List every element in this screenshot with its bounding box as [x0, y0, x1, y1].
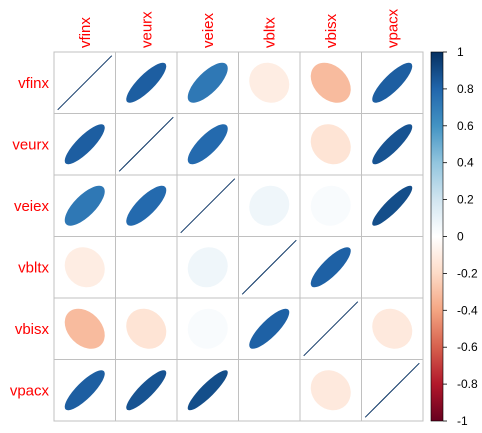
diagonal-line-veurx	[118, 116, 174, 172]
row-label-veiex: veiex	[14, 198, 50, 215]
colorbar-tick-label: -0.6	[457, 340, 478, 354]
ellipse-vbisx-veiex	[187, 308, 228, 349]
row-label-vbisx: vbisx	[15, 321, 50, 338]
colorbar-ticks: 1 0.8 0.6 0.4 0.2 0 -0.2 -0.4 -0.6 -0.8 -1	[443, 45, 478, 428]
row-label-veurx: veurx	[12, 136, 49, 153]
row-labels: vfinx veurx veiex vbltx vbisx vpacx	[10, 75, 50, 400]
cell-vpacx-vbisx	[299, 359, 362, 422]
ellipse-vbltx-vbisx	[310, 247, 351, 288]
correlation-matrix	[53, 51, 424, 422]
diagonal-line-vbisx	[303, 301, 359, 357]
ellipse-veiex-veurx	[126, 185, 167, 226]
ellipse-vpacx-veiex	[187, 370, 228, 411]
ellipse-vbisx-veurx	[126, 308, 167, 349]
colorbar-tick-label: 1	[457, 45, 464, 59]
ellipse-vfinx-veurx	[126, 62, 167, 103]
ellipse-vpacx-vbisx	[310, 370, 351, 411]
ellipse-veiex-vbltx	[249, 185, 290, 226]
diagonal-line-veiex	[180, 178, 236, 234]
ellipse-vfinx-veiex	[187, 62, 228, 103]
ellipse-veiex-vpacx	[372, 185, 413, 226]
ellipse-vbisx-vpacx	[372, 308, 413, 349]
column-label-vbltx: vbltx	[261, 17, 278, 48]
ellipse-vfinx-vpacx	[372, 62, 413, 103]
colorbar-tick-label: -1	[457, 414, 468, 428]
colorbar-tick-label: 0.8	[457, 82, 474, 96]
column-label-veiex: veiex	[200, 12, 217, 48]
column-label-vpacx: vpacx	[384, 8, 401, 48]
colorbar-gradient	[430, 51, 444, 422]
colorbar-tick-label: -0.2	[457, 266, 478, 280]
diagonal-line-vfinx	[57, 55, 113, 111]
ellipse-vbltx-vpacx	[372, 247, 413, 288]
ellipse-vfinx-vbisx	[310, 62, 351, 103]
ellipse-veurx-vbisx	[310, 124, 351, 165]
diagonal-line-vbltx	[241, 239, 297, 295]
colorbar: 1 0.8 0.6 0.4 0.2 0 -0.2 -0.4 -0.6 -0.8 -1	[430, 45, 478, 428]
colorbar-tick-label: 0.2	[457, 193, 474, 207]
row-label-vpacx: vpacx	[10, 382, 50, 399]
ellipse-vpacx-vfinx	[64, 370, 105, 411]
column-label-veurx: veurx	[138, 11, 155, 48]
ellipse-veurx-vbltx	[249, 124, 290, 165]
ellipse-vbisx-vbltx	[249, 308, 290, 349]
diagonal-line-vpacx	[364, 362, 420, 418]
ellipse-vpacx-vbltx	[249, 370, 290, 411]
colorbar-tick-label: -0.8	[457, 377, 478, 391]
colorbar-tick-label: 0.6	[457, 119, 474, 133]
ellipse-veiex-vfinx	[64, 185, 105, 226]
ellipse-vbltx-veurx	[126, 247, 167, 288]
ellipse-vfinx-vbltx	[249, 62, 290, 103]
column-labels: vfinx veurx veiex vbltx vbisx vpacx	[77, 8, 402, 48]
ellipse-veiex-vbisx	[310, 185, 351, 226]
ellipse-veurx-vfinx	[64, 124, 105, 165]
row-label-vbltx: vbltx	[18, 259, 49, 276]
ellipse-vbltx-vfinx	[64, 247, 105, 288]
column-label-vbisx: vbisx	[323, 13, 340, 48]
ellipse-vbltx-veiex	[187, 247, 228, 288]
ellipse-veurx-veiex	[187, 124, 228, 165]
column-label-vfinx: vfinx	[77, 17, 94, 48]
colorbar-tick-label: -0.4	[457, 303, 478, 317]
ellipse-veurx-vpacx	[372, 124, 413, 165]
row-label-vfinx: vfinx	[18, 75, 49, 92]
colorbar-tick-label: 0	[457, 230, 464, 244]
ellipse-vbisx-vfinx	[64, 308, 105, 349]
colorbar-tick-label: 0.4	[457, 156, 474, 170]
ellipse-vpacx-veurx	[126, 370, 167, 411]
